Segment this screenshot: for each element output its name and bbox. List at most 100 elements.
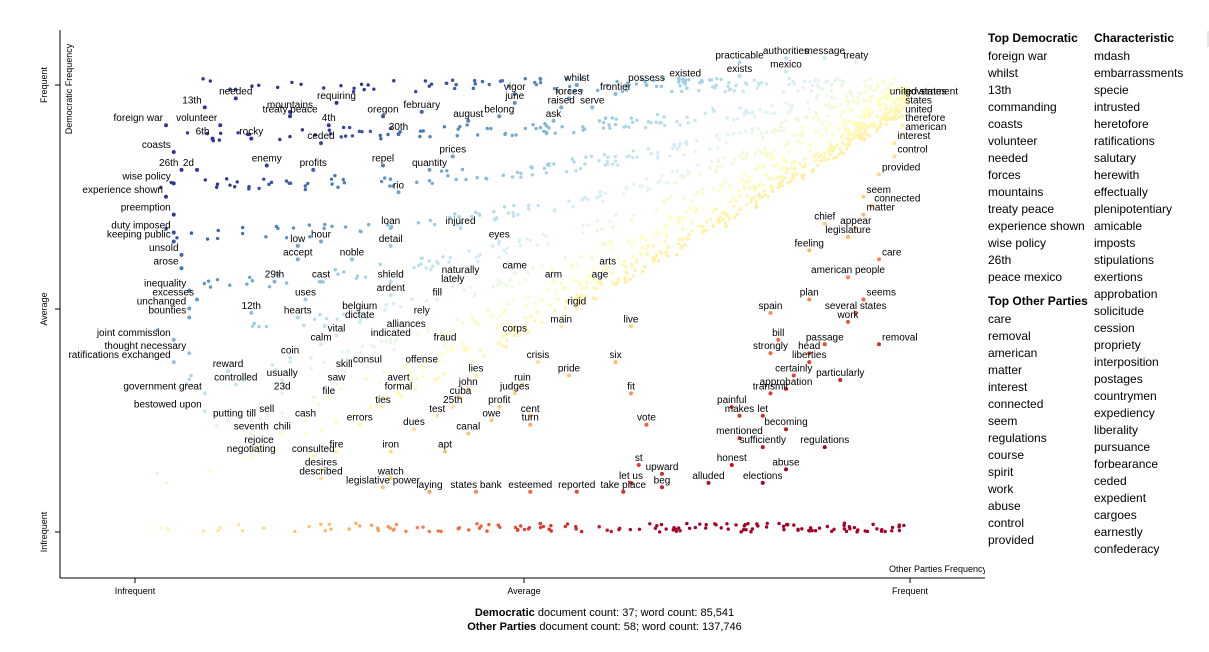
labeled-term-point[interactable] (900, 105, 905, 110)
term-point[interactable] (610, 116, 614, 120)
term-point[interactable] (868, 96, 872, 101)
term-point[interactable] (681, 237, 685, 241)
term-point[interactable] (449, 344, 454, 348)
term-label[interactable]: arts (599, 256, 616, 267)
term-point[interactable] (644, 237, 648, 242)
term-point[interactable] (871, 522, 875, 527)
term-point[interactable] (372, 87, 376, 91)
term-point[interactable] (600, 227, 604, 231)
term-point[interactable] (495, 326, 499, 330)
term-point[interactable] (783, 101, 787, 105)
term-point[interactable] (814, 77, 818, 82)
term-point[interactable] (872, 124, 877, 128)
term-point[interactable] (811, 83, 815, 88)
term-point[interactable] (402, 365, 406, 369)
term-point[interactable] (687, 77, 691, 82)
term-point[interactable] (847, 130, 851, 134)
term-point[interactable] (455, 134, 459, 138)
term-label[interactable]: calm (310, 332, 331, 343)
term-point[interactable] (511, 211, 515, 215)
term-label[interactable]: profit (488, 395, 510, 406)
term-point[interactable] (890, 116, 894, 120)
term-point[interactable] (868, 86, 872, 90)
term-point[interactable] (882, 117, 886, 121)
term-point[interactable] (739, 530, 743, 534)
term-point[interactable] (887, 83, 891, 88)
labeled-term-point[interactable] (853, 226, 858, 231)
labeled-term-point[interactable] (729, 404, 734, 409)
term-point[interactable] (274, 367, 279, 372)
term-point[interactable] (448, 255, 453, 260)
term-point[interactable] (657, 121, 662, 125)
term-point[interactable] (838, 78, 842, 82)
term-point[interactable] (267, 285, 272, 289)
term-point[interactable] (832, 156, 836, 160)
term-point[interactable] (686, 236, 690, 241)
term-point[interactable] (507, 84, 511, 88)
term-point[interactable] (440, 351, 445, 356)
term-point[interactable] (749, 200, 753, 204)
term-point[interactable] (790, 161, 794, 165)
term-point[interactable] (602, 266, 606, 270)
term-label[interactable]: head (798, 341, 820, 352)
term-point[interactable] (615, 79, 619, 84)
term-point[interactable] (819, 159, 823, 163)
term-point[interactable] (580, 88, 584, 93)
term-label[interactable]: ardent (377, 283, 406, 294)
term-point[interactable] (324, 316, 329, 321)
term-point[interactable] (777, 521, 781, 526)
term-list-item[interactable]: treaty peace (988, 202, 1055, 216)
term-point[interactable] (645, 176, 649, 181)
labeled-term-point[interactable] (419, 315, 424, 320)
term-point[interactable] (783, 119, 788, 123)
labeled-term-point[interactable] (334, 382, 339, 387)
term-point[interactable] (839, 102, 843, 107)
term-point[interactable] (450, 347, 454, 352)
term-point[interactable] (815, 113, 819, 117)
term-point[interactable] (518, 524, 523, 528)
term-point[interactable] (622, 259, 627, 263)
term-point[interactable] (320, 428, 324, 432)
term-point[interactable] (189, 373, 193, 378)
term-point[interactable] (682, 153, 686, 157)
term-point[interactable] (415, 180, 419, 185)
term-point[interactable] (779, 124, 783, 129)
term-point[interactable] (813, 110, 818, 114)
term-point[interactable] (462, 288, 466, 292)
term-label[interactable]: treaty peace (262, 104, 317, 115)
term-point[interactable] (335, 317, 339, 321)
term-point[interactable] (878, 119, 883, 124)
term-point[interactable] (880, 527, 884, 532)
term-label[interactable]: spain (759, 301, 783, 312)
term-point[interactable] (758, 182, 762, 187)
term-point[interactable] (738, 194, 742, 198)
term-point[interactable] (502, 248, 506, 252)
term-point[interactable] (816, 117, 821, 121)
term-label[interactable]: american (905, 122, 946, 133)
term-point[interactable] (786, 167, 790, 171)
term-list-item[interactable]: ratifications (1094, 134, 1155, 148)
term-point[interactable] (682, 196, 686, 201)
term-list-item[interactable]: work (988, 482, 1014, 496)
term-point[interactable] (525, 270, 529, 274)
term-point[interactable] (249, 447, 253, 451)
term-point[interactable] (523, 316, 528, 320)
term-point[interactable] (502, 205, 507, 209)
labeled-term-point[interactable] (807, 248, 812, 253)
term-label[interactable]: needed (219, 86, 252, 97)
term-point[interactable] (372, 345, 377, 349)
term-point[interactable] (689, 207, 693, 211)
term-point[interactable] (439, 169, 444, 173)
term-point[interactable] (584, 155, 588, 159)
term-point[interactable] (532, 301, 537, 306)
term-list-item[interactable]: forces (988, 168, 1021, 182)
term-point[interactable] (796, 118, 800, 122)
term-point[interactable] (693, 193, 697, 197)
term-point[interactable] (547, 162, 551, 166)
term-point[interactable] (801, 86, 805, 90)
term-point[interactable] (790, 103, 795, 108)
term-point[interactable] (654, 253, 659, 257)
term-point[interactable] (555, 290, 559, 295)
term-point[interactable] (723, 221, 728, 225)
term-point[interactable] (586, 274, 590, 278)
